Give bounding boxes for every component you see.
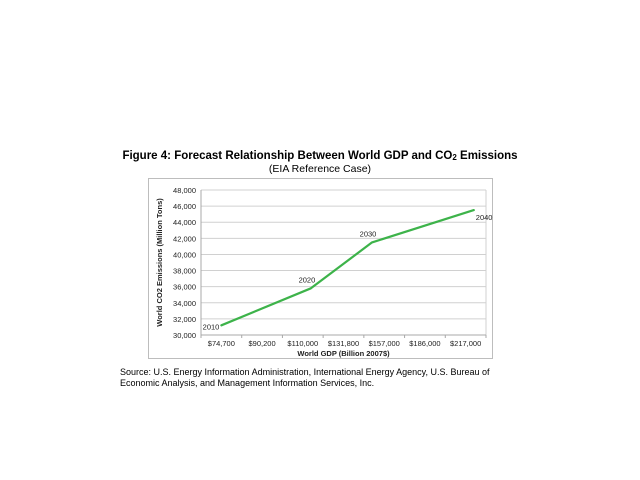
- y-tick-label: 38,000: [173, 267, 196, 276]
- data-label-year: 2030: [360, 229, 377, 238]
- x-tick-label: $90,200: [249, 339, 276, 348]
- x-tick-label: $157,000: [369, 339, 400, 348]
- series-line: [220, 209, 475, 327]
- y-tick-label: 42,000: [173, 234, 196, 243]
- y-axis-title: World CO2 Emissions (Million Tons): [155, 198, 164, 327]
- x-tick-label: $217,000: [450, 339, 481, 348]
- line-chart: 30,000 32,000 34,000 36,000 38,000 40,000 42,0…: [155, 186, 493, 358]
- x-tick-label: $186,000: [409, 339, 440, 348]
- chart-title-main: Figure 4: Forecast Relationship Between …: [122, 150, 453, 162]
- x-tick-label: $110,000: [287, 339, 318, 348]
- y-tick-label: 32,000: [173, 315, 196, 324]
- data-label-year: 2040: [476, 213, 493, 222]
- y-tick-label: 44,000: [173, 218, 196, 227]
- y-tick-label: 46,000: [173, 202, 196, 211]
- data-label-year: 2010: [203, 322, 220, 331]
- chart-title-subscript: 2: [452, 153, 457, 162]
- chart-title-suffix: Emissions: [456, 150, 518, 162]
- y-tick-label: 36,000: [173, 283, 196, 292]
- y-tick-label: 40,000: [173, 250, 196, 259]
- x-tick-label: $74,700: [208, 339, 235, 348]
- x-axis-title: World GDP (Billion 2007$): [297, 349, 390, 358]
- y-tick-label: 34,000: [173, 299, 196, 308]
- x-tick-label: $131,800: [328, 339, 359, 348]
- y-tick-label: 48,000: [173, 186, 196, 195]
- data-label-year: 2020: [299, 275, 316, 284]
- chart-title: Figure 4: Forecast Relationship Between …: [0, 150, 640, 162]
- chart-frame: 30,000 32,000 34,000 36,000 38,000 40,000 42,0…: [148, 178, 493, 359]
- y-tick-label: 30,000: [173, 331, 196, 340]
- chart-subtitle: (EIA Reference Case): [268, 163, 372, 175]
- source-note: Source: U.S. Energy Information Administ…: [120, 367, 490, 388]
